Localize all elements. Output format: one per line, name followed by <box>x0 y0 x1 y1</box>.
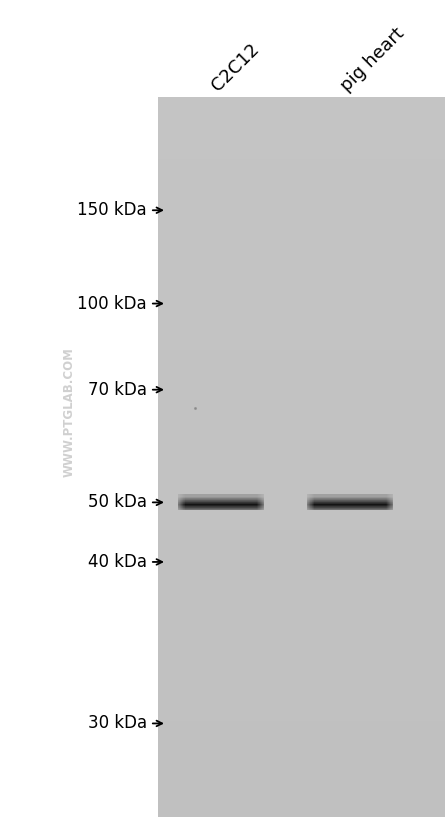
Bar <box>158 421 445 434</box>
Bar <box>158 205 445 219</box>
Bar <box>158 444 445 458</box>
Bar <box>158 397 445 410</box>
Bar <box>158 349 445 362</box>
Bar <box>158 241 445 255</box>
Bar <box>158 504 445 518</box>
Text: 40 kDa: 40 kDa <box>88 553 147 571</box>
Bar <box>158 587 445 601</box>
Text: C2C12: C2C12 <box>208 40 263 95</box>
Bar <box>158 791 445 805</box>
Bar <box>158 707 445 721</box>
Bar <box>158 121 445 134</box>
Bar <box>158 157 445 171</box>
Bar <box>158 456 445 469</box>
Bar <box>158 384 445 398</box>
Bar <box>158 756 445 769</box>
Bar <box>158 373 445 386</box>
Bar <box>158 229 445 243</box>
Bar <box>158 432 445 446</box>
Bar <box>158 576 445 589</box>
Bar <box>158 624 445 637</box>
Text: 30 kDa: 30 kDa <box>88 714 147 733</box>
Text: 70 kDa: 70 kDa <box>88 380 147 398</box>
Bar <box>158 743 445 757</box>
Bar <box>158 313 445 326</box>
Bar <box>158 300 445 314</box>
Bar <box>158 528 445 541</box>
Bar <box>158 516 445 530</box>
Bar <box>158 600 445 614</box>
Bar <box>158 193 445 207</box>
Bar <box>158 719 445 733</box>
Bar <box>158 110 445 123</box>
Bar <box>158 731 445 745</box>
Bar <box>158 672 445 685</box>
Bar <box>158 97 445 111</box>
Bar <box>158 612 445 625</box>
Bar <box>158 99 445 817</box>
Bar <box>158 480 445 493</box>
Bar <box>158 182 445 195</box>
Bar <box>158 695 445 709</box>
Bar <box>158 804 445 817</box>
Text: 100 kDa: 100 kDa <box>77 295 147 313</box>
Bar <box>158 648 445 662</box>
Bar <box>158 325 445 338</box>
Bar <box>158 635 445 649</box>
Text: 50 kDa: 50 kDa <box>88 493 147 512</box>
Text: 150 kDa: 150 kDa <box>77 201 147 219</box>
Bar <box>158 169 445 183</box>
Bar <box>158 337 445 350</box>
Text: WWW.PTGLAB.COM: WWW.PTGLAB.COM <box>62 347 76 478</box>
Text: pig heart: pig heart <box>338 24 408 95</box>
Bar <box>158 540 445 554</box>
Bar <box>158 252 445 266</box>
Bar <box>158 361 445 375</box>
Bar <box>158 277 445 290</box>
Bar <box>158 660 445 673</box>
Bar <box>158 289 445 302</box>
Bar <box>158 492 445 506</box>
Bar <box>158 468 445 482</box>
Bar <box>158 408 445 422</box>
Bar <box>158 265 445 279</box>
Bar <box>158 133 445 147</box>
Bar <box>158 564 445 578</box>
Bar <box>158 145 445 158</box>
Bar <box>158 552 445 566</box>
Bar <box>158 779 445 793</box>
Bar <box>158 683 445 697</box>
Bar <box>158 767 445 780</box>
Bar <box>158 217 445 230</box>
